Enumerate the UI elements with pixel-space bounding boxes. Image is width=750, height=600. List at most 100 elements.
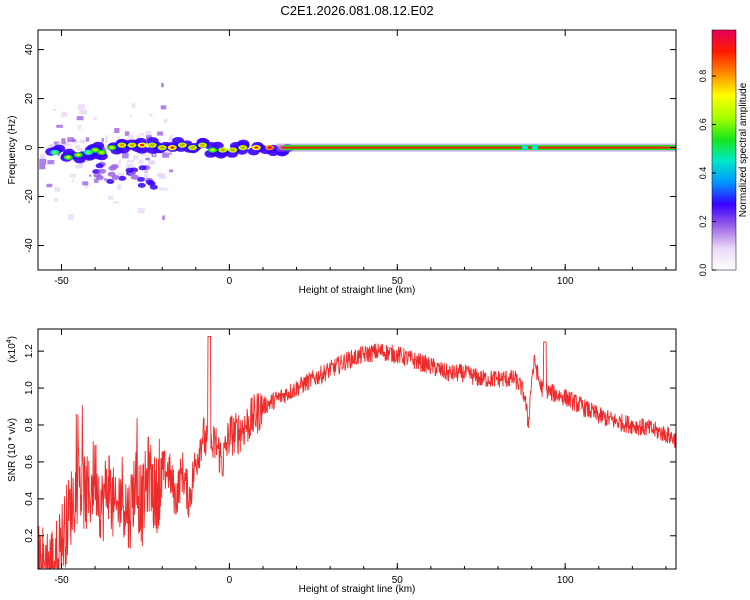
x-tick-label: 0 xyxy=(227,575,233,586)
heatmap-speckle xyxy=(170,134,173,140)
heatmap-speckle xyxy=(127,135,134,140)
heatmap-speckle xyxy=(145,135,152,141)
heatmap-blob xyxy=(145,179,154,185)
heatmap-blob xyxy=(95,163,104,169)
heatmap-cell-core xyxy=(210,148,215,152)
snr-panel: -50 0 50 100 0.2 0.4 0.6 0.8 1.0 1.2 Height of st… xyxy=(6,328,677,595)
heatmap-speckle xyxy=(63,141,70,146)
heatmap-speckle xyxy=(94,178,99,183)
heatmap-speckle xyxy=(136,134,140,140)
heatmap-speckle xyxy=(49,143,56,150)
heatmap-speckle xyxy=(65,143,71,147)
constant-line-core xyxy=(283,146,676,149)
spectrogram-heatmap xyxy=(39,82,676,221)
snr-scale-label: (x104) xyxy=(6,336,18,363)
colorbar-tick-label: 0.6 xyxy=(698,118,708,131)
heatmap-speckle xyxy=(52,108,57,111)
heatmap-speckle xyxy=(82,181,89,186)
heatmap-blob xyxy=(107,171,116,177)
heatmap-cell-core xyxy=(190,146,195,149)
heatmap-speckle xyxy=(81,109,87,115)
heatmap-speckle xyxy=(151,160,156,165)
heatmap-speckle xyxy=(127,159,134,163)
heatmap-cell-core xyxy=(109,146,114,149)
heatmap-speckle xyxy=(131,103,136,109)
heatmap-speckle xyxy=(79,109,83,114)
heatmap-speckle xyxy=(77,147,84,151)
spectrogram-x-label: Height of straight line (km) xyxy=(299,285,416,296)
y-tick-label: 0.2 xyxy=(24,528,35,542)
heatmap-speckle xyxy=(118,159,121,166)
heatmap-cell-core xyxy=(119,143,124,147)
heatmap-cell xyxy=(521,144,528,151)
x-tick-label: 100 xyxy=(557,276,574,287)
heatmap-cell-core xyxy=(150,143,155,147)
heatmap-halo xyxy=(73,155,86,164)
x-tick-label: 100 xyxy=(557,575,574,586)
heatmap-blob xyxy=(131,174,139,180)
heatmap-speckle xyxy=(117,136,120,140)
heatmap-speckle xyxy=(105,135,109,139)
heatmap-cell-core xyxy=(99,151,104,154)
heatmap-blob xyxy=(149,184,158,190)
heatmap-speckle xyxy=(84,185,89,188)
heatmap-speckle xyxy=(122,152,129,159)
colorbar-gradient xyxy=(711,29,737,271)
snr-scale-prefix: (x10 xyxy=(7,343,18,363)
heatmap-speckle xyxy=(148,151,152,156)
heatmap-speckle xyxy=(68,214,74,220)
heatmap-speckle xyxy=(71,138,76,142)
heatmap-speckle xyxy=(76,116,84,121)
heatmap-speckle xyxy=(78,163,84,168)
heatmap-blob xyxy=(106,179,115,184)
spectrogram-y-label: Frequency (Hz) xyxy=(7,116,18,185)
heatmap-speckle xyxy=(139,133,145,136)
heatmap-speckle xyxy=(144,173,149,180)
x-tick-label: 0 xyxy=(227,276,233,287)
heatmap-speckle xyxy=(61,138,66,145)
heatmap-speckle xyxy=(113,201,119,204)
heatmap-speckle xyxy=(148,160,155,165)
x-tick-label: 50 xyxy=(392,575,404,586)
y-tick-label: 0 xyxy=(24,144,35,150)
heatmap-speckle xyxy=(126,163,133,169)
heatmap-cell-core xyxy=(52,151,57,154)
heatmap-cell-core xyxy=(76,153,81,157)
heatmap-cell-core xyxy=(220,148,225,152)
heatmap-speckle xyxy=(89,174,92,177)
snr-series-line xyxy=(38,335,676,569)
heatmap-speckle xyxy=(54,186,60,192)
heatmap-speckle xyxy=(81,140,85,144)
heatmap-speckle xyxy=(133,155,139,160)
heatmap-speckle xyxy=(162,152,170,158)
y-tick-label: 40 xyxy=(24,44,35,56)
spectrogram-panel: -50 0 50 100 -40 -20 0 20 40 Height of straight … xyxy=(7,29,677,296)
heatmap-speckle xyxy=(105,137,108,144)
heatmap-blob xyxy=(98,168,107,174)
heatmap-speckle xyxy=(163,119,168,123)
snr-x-label: Height of straight line (km) xyxy=(299,584,416,595)
heatmap-speckle xyxy=(158,187,163,191)
y-tick-label: -40 xyxy=(24,238,35,253)
heatmap-cell-core xyxy=(66,156,71,159)
heatmap-cell-core xyxy=(200,143,205,147)
heatmap-blob xyxy=(137,182,146,188)
heatmap-speckle xyxy=(75,144,80,149)
heatmap-cell-core xyxy=(130,143,134,147)
x-tick-label: 50 xyxy=(392,276,404,287)
heatmap-halo xyxy=(215,150,227,159)
heatmap-speckle xyxy=(56,124,63,128)
heatmap-blob xyxy=(125,167,134,173)
heatmap-speckle xyxy=(67,137,74,142)
heatmap-speckle xyxy=(160,105,167,110)
heatmap-speckle xyxy=(141,152,146,157)
heatmap-speckle xyxy=(54,198,58,202)
heatmap-speckle xyxy=(145,130,152,135)
heatmap-speckle xyxy=(69,174,77,178)
heatmap-speckle xyxy=(53,141,60,146)
heatmap-cell-core xyxy=(180,143,185,147)
heatmap-cell-core xyxy=(240,146,245,149)
heatmap-cell-core xyxy=(86,151,91,154)
snr-scale-suffix: ) xyxy=(7,336,18,339)
heatmap-speckle xyxy=(156,172,164,177)
